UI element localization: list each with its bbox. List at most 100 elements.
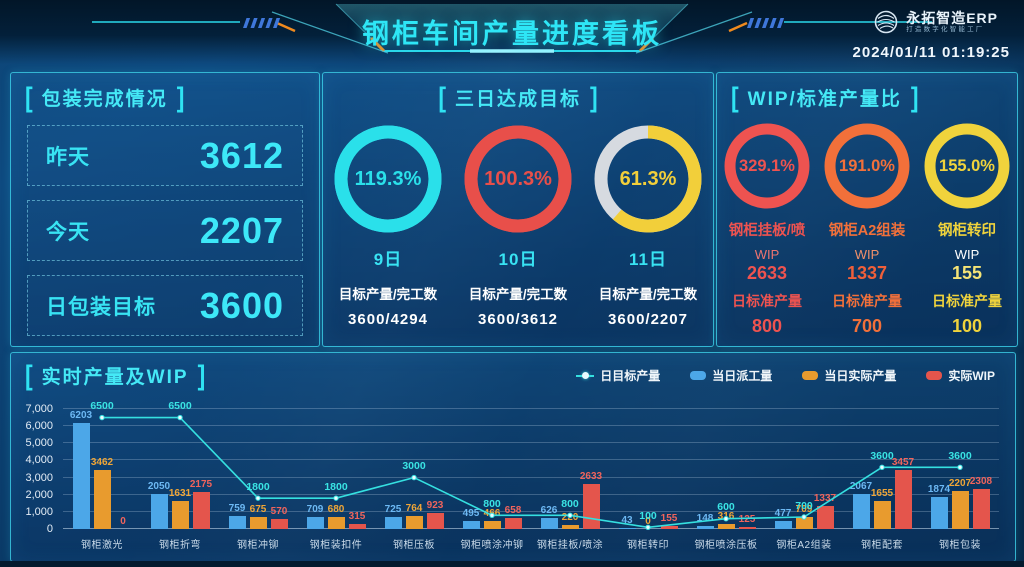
header: 钢柜车间产量进度看板 永拓智造ERP 打造数字化智能工厂 2024/01/11 … [0,0,1024,64]
x-label: 钢柜装扣件 [309,540,363,551]
bar-value-label: 2308 [969,476,993,488]
chart-header: [ 实时产量及WIP ] 日目标产量 当日派工量 当日实际产量 实际WIP [11,353,1015,389]
datetime: 2024/01/11 01:19:25 [852,44,1010,61]
donut-day11: 61.3% 11日 目标产量/完工数 3600/2207 [586,124,710,328]
bar-value-label: 709 [306,503,324,515]
bar [150,493,168,529]
donut-caption: 目标产量/完工数 [598,287,698,302]
line-value-label: 800 [483,497,501,510]
donut-caption: 目标产量/完工数 [338,287,438,302]
bar [816,506,834,529]
line-value-label: 1800 [246,480,270,493]
donut-ring: 61.3% [593,124,703,234]
bracket-left: [ [25,359,33,391]
donut-caption: 目标产量/完工数 [468,287,568,302]
std-label: 日标准产量 [832,293,902,309]
donut-ring: 100.3% [463,124,573,234]
gridline [63,528,999,529]
gridline [63,493,999,495]
header-decoration [92,3,932,54]
bracket-right: ] [910,81,919,113]
legend-swatch [926,371,943,380]
bar-value-label: 2633 [579,470,603,482]
stat-label: 今天 [46,220,90,244]
bar-value-label: 680 [327,504,345,516]
target-line [99,414,963,530]
bar-value-label: 6203 [69,409,93,421]
gridline [63,459,999,461]
bar-value-label: 725 [384,503,402,515]
stat-yesterday: 昨天 3612 [27,125,303,186]
bar-value-label: 3457 [891,456,915,468]
wip-percent: 155.0% [939,156,995,175]
donut-ratio: 3600/4294 [348,311,428,328]
line-value-label: 3600 [870,449,894,462]
x-label: 钢柜压板 [393,540,435,551]
bar [93,469,111,529]
plot-area: 6203 3462 0 2050 1631 2175 759 675 570 709 680 315 7… [63,401,999,530]
bracket-left: [ [25,81,33,113]
bar [192,491,210,529]
bar-value-label: 0 [645,516,651,527]
wip-label: WIP [854,247,880,262]
x-label: 钢柜配套 [861,540,903,551]
stat-today: 今天 2207 [27,200,303,261]
day-label: 11日 [629,250,667,269]
bar-value-label: 923 [426,500,444,512]
bottom-strip [0,561,1024,567]
wip-row: 329.1% 钢柜挂板/喷 WIP 2633 日标准产量 800 191.0% … [717,122,1017,337]
wip-label: WIP [754,247,780,262]
line-value-label: 600 [717,501,735,514]
legend-label: 当日派工量 [712,369,773,383]
three-day-panel-title: [ 三日达成目标 ] [323,73,713,111]
logo-swirl-icon [874,10,898,34]
bar-value-label: 3462 [90,456,114,468]
legend-item-3[interactable]: 实际WIP [926,367,995,384]
logo-name: 永拓智造ERP [906,10,998,27]
legend-label: 当日实际产量 [824,369,897,383]
stat-daily-target: 日包装目标 3600 [27,275,303,336]
page-title: 钢柜车间产量进度看板 [362,19,662,49]
std-value: 100 [951,316,983,336]
gridline [63,425,999,427]
bar-value-label: 675 [249,504,267,516]
bar-value-label: 315 [348,510,366,522]
wip-col-a2-assembly: 191.0% 钢柜A2组装 WIP 1337 日标准产量 700 [819,122,916,337]
donut-percent: 61.3% [619,167,677,190]
bar [561,525,579,529]
gridline [63,408,999,409]
std-value: 700 [851,316,883,336]
wip-col-transfer-print: 155.0% 钢柜转印 WIP 155 日标准产量 100 [919,122,1016,337]
bar [774,520,792,529]
x-label: 钢柜挂板/喷涂 [536,540,604,551]
bar-value-label: 1874 [927,483,951,495]
bar [951,491,969,529]
line-value-label: 3000 [402,460,426,473]
legend-item-0[interactable]: 日目标产量 [576,367,660,384]
gridline [63,510,999,512]
stat-value: 3600 [199,284,284,326]
legend-item-1[interactable]: 当日派工量 [690,367,772,384]
bar [696,526,714,529]
gridline [63,442,999,444]
donut-row: 119.3% 9日 目标产量/完工数 3600/4294 100.3% 10日 … [323,124,713,328]
bar [852,493,870,529]
wip-value: 155 [951,263,983,283]
x-axis-labels: 钢柜激光 钢柜折弯 钢柜冲铆 钢柜装扣件 钢柜压板 钢柜喷涂冲铆 钢柜挂板/喷涂 钢柜转印 钢柜… [63,529,999,553]
stat-value: 3612 [199,134,284,176]
bar-value-label: 759 [228,503,246,514]
line-value-label: 100 [639,509,657,522]
donut-percent: 100.3% [484,167,552,190]
bracket-right: ] [176,81,185,113]
x-label: 钢柜激光 [81,540,123,551]
bar-value-label: 477 [774,507,792,519]
legend-item-2[interactable]: 当日实际产量 [802,367,896,384]
stat-value: 2207 [199,209,284,251]
bar-value-label: 2207 [948,478,972,490]
wip-ring: 329.1% [723,122,811,210]
x-label: 钢柜A2组装 [776,540,832,551]
bar-value-label: 43 [621,515,633,527]
packing-panel: [ 包装完成情况 ] 昨天 3612 今天 2207 日包装目标 3600 [10,72,320,347]
bar [270,519,288,529]
bar [327,517,345,529]
